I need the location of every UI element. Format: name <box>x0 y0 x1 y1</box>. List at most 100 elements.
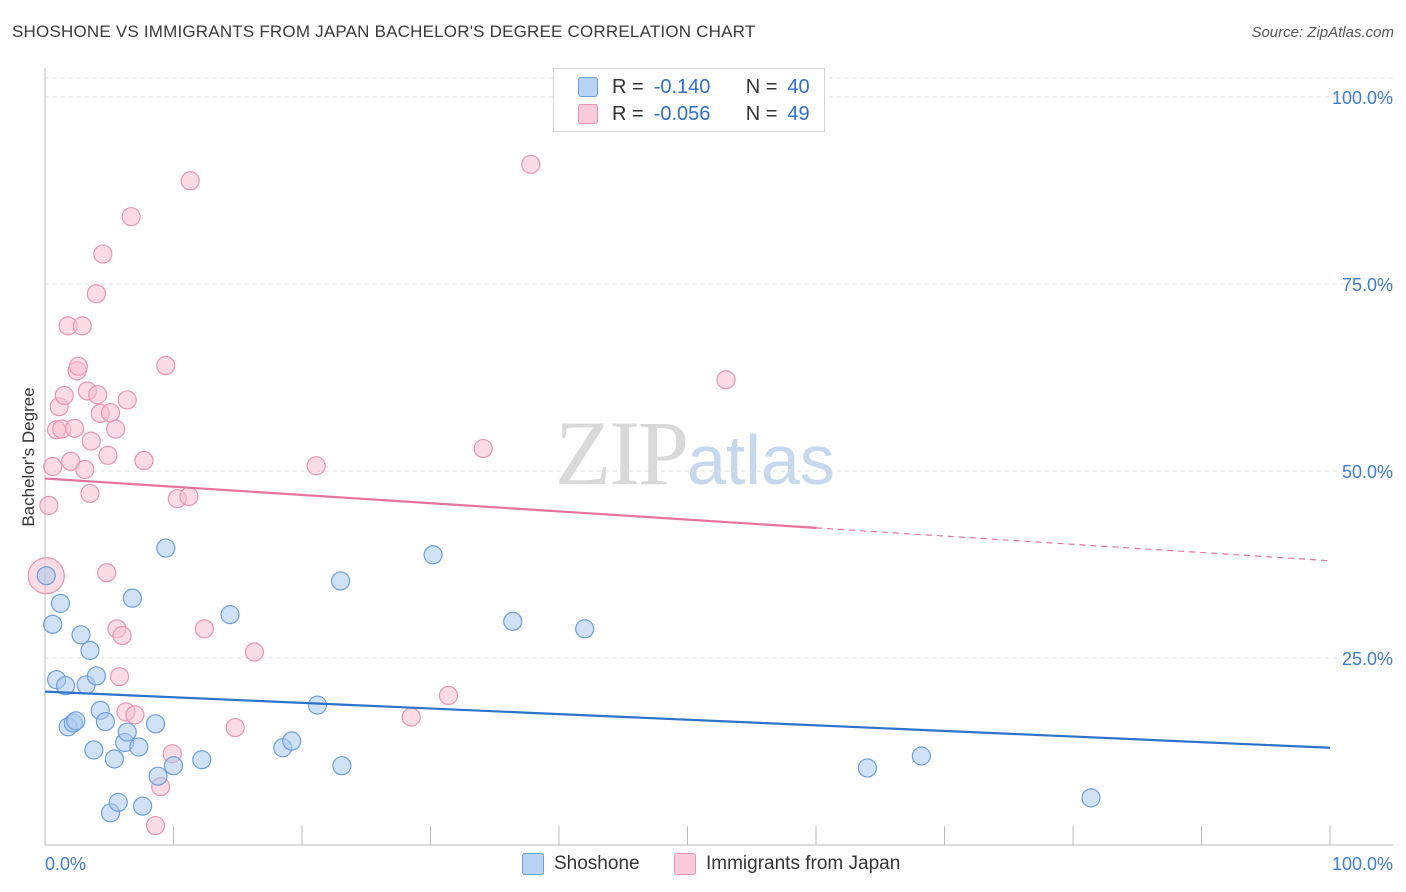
series-immigrants-from-japan-points <box>27 154 736 836</box>
shoshone-point <box>108 792 128 812</box>
japan-point <box>244 642 265 662</box>
axis-labels: 25.0% 50.0% 75.0% 100.0% 0.0% 100.0% Bachelor'… <box>19 88 1393 874</box>
japan-point <box>473 438 493 459</box>
shoshone-point <box>307 695 328 715</box>
shoshone-point <box>50 593 71 613</box>
y-axis-title: Bachelor's Degree <box>19 387 38 526</box>
shoshone-point <box>503 611 523 631</box>
japan-point <box>117 390 137 410</box>
japan-point <box>97 563 117 583</box>
japan-point <box>112 625 132 646</box>
bottom-legend-label: Shoshone <box>554 853 640 874</box>
shoshone-point <box>36 566 56 586</box>
x-tick-label-min: 0.0% <box>45 854 86 874</box>
legend-swatch-pink <box>578 104 598 124</box>
legend-r-value: -0.056 <box>653 102 711 125</box>
shoshone-trend-line <box>44 690 1331 749</box>
shoshone-point <box>117 722 137 742</box>
shoshone-point <box>575 619 595 639</box>
shoshone-point <box>84 740 104 760</box>
japan-point <box>125 705 145 725</box>
axes <box>44 68 1393 846</box>
japan-point <box>75 459 95 480</box>
japan-point <box>68 356 89 376</box>
shoshone-point <box>80 640 100 661</box>
legend-n-value: 49 <box>787 102 810 125</box>
shoshone-point <box>104 749 124 769</box>
zipatlas-watermark: ZIPatlas <box>555 400 835 506</box>
japan-point <box>716 370 736 390</box>
legend-swatch-blue <box>578 77 598 97</box>
shoshone-point <box>129 737 149 757</box>
legend-n-value: 40 <box>787 75 810 98</box>
japan-point <box>106 419 126 439</box>
grid-lines <box>45 77 1393 659</box>
japan-point <box>225 717 245 738</box>
japan-point <box>72 316 92 336</box>
shoshone-point <box>122 588 142 608</box>
shoshone-point <box>1081 788 1101 808</box>
japan-point <box>179 486 199 507</box>
japan-point <box>145 815 166 836</box>
x-tick-label-max: 100.0% <box>1332 854 1393 874</box>
bottom-legend-swatch-pink <box>674 853 696 875</box>
japan-point <box>93 244 113 264</box>
japan-point <box>156 355 176 376</box>
japan-point <box>86 284 107 304</box>
japan-point <box>521 154 541 174</box>
shoshone-point <box>95 711 115 732</box>
japan-point <box>61 451 81 471</box>
japan-point <box>401 707 421 727</box>
japan-point <box>81 431 101 451</box>
japan-point <box>134 450 154 471</box>
shoshone-point <box>332 756 352 776</box>
japan-point <box>194 619 214 639</box>
japan-point <box>54 385 74 406</box>
legend-r-value: -0.140 <box>653 75 711 98</box>
shoshone-point <box>148 766 168 786</box>
bottom-legend-shoshone: Shoshone <box>522 851 640 877</box>
legend-row-shoshone: R = -0.140 N = 40 <box>578 75 810 99</box>
shoshone-point <box>55 676 76 696</box>
series-shoshone-points <box>36 538 1101 823</box>
shoshone-point <box>911 746 931 766</box>
legend-r-label: R = <box>612 75 644 98</box>
shoshone-point <box>220 605 240 625</box>
y-tick-label: 75.0% <box>1342 275 1393 295</box>
japan-point <box>180 171 200 191</box>
watermark-atlas: atlas <box>687 421 835 499</box>
legend-n-label: N = <box>745 75 778 98</box>
chart-title: SHOSHONE VS IMMIGRANTS FROM JAPAN BACHEL… <box>12 22 756 41</box>
y-tick-label: 25.0% <box>1342 649 1393 669</box>
source-credit: Source: ZipAtlas.com <box>1251 24 1394 41</box>
shoshone-point <box>66 711 86 731</box>
watermark-zip: ZIP <box>555 402 689 504</box>
bottom-legend-japan: Immigrants from Japan <box>674 851 900 877</box>
japan-point <box>88 385 108 405</box>
japan-point <box>438 685 459 706</box>
legend-r-label: R = <box>612 102 644 125</box>
japan-point <box>109 667 130 687</box>
shoshone-point <box>86 666 107 686</box>
japan-point <box>39 495 59 516</box>
correlation-legend: R = -0.140 N = 40 R = -0.056 N = 49 <box>553 68 825 132</box>
bottom-legend-label: Immigrants from Japan <box>706 853 901 874</box>
japan-point <box>306 456 326 476</box>
shoshone-point <box>156 538 176 558</box>
shoshone-point <box>145 714 166 734</box>
japan-point <box>43 456 63 477</box>
y-tick-label: 50.0% <box>1342 462 1393 482</box>
legend-n-label: N = <box>745 102 778 125</box>
japan-trend-line-extrapolated <box>815 527 1331 562</box>
shoshone-point <box>857 758 878 778</box>
shoshone-point <box>330 571 351 591</box>
japan-trend-line <box>44 477 817 529</box>
japan-point <box>98 445 118 465</box>
y-tick-label: 100.0% <box>1332 88 1393 108</box>
japan-point <box>100 403 121 423</box>
shoshone-point <box>71 625 91 645</box>
shoshone-point <box>282 731 302 751</box>
bottom-legend-swatch-blue <box>522 853 544 875</box>
legend-row-japan: R = -0.056 N = 49 <box>578 102 810 126</box>
